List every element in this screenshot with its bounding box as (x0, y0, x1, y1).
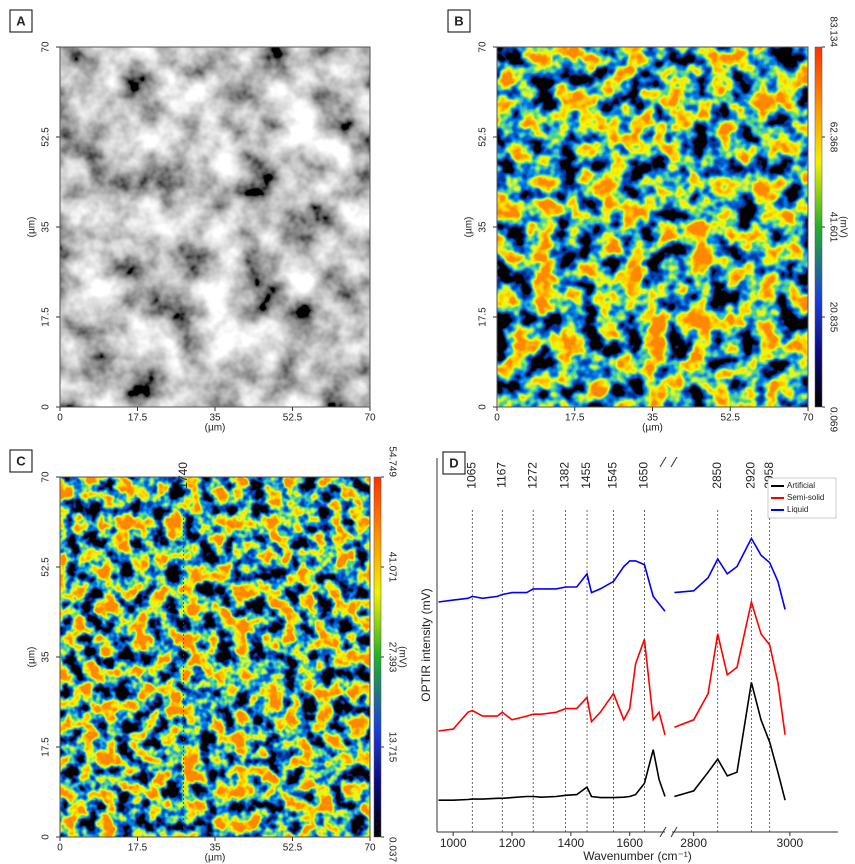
x-tick-label: 17.5 (565, 413, 585, 424)
x-tick-label: 3000 (777, 836, 804, 850)
x-tick-label: 17.5 (128, 843, 148, 854)
y-tick-label: 52.5 (41, 127, 52, 147)
x-tick-label: 1200 (499, 836, 526, 850)
y-tick-label: 35 (41, 651, 52, 663)
x-axis-label: (µm) (205, 853, 226, 864)
peak-label: 1455 (579, 462, 593, 489)
x-tick-label: 0 (57, 843, 63, 854)
panel-letter-box (447, 9, 471, 33)
x-tick-label: 52.5 (283, 843, 303, 854)
peak-label: 1272 (525, 462, 539, 489)
y-tick-label: 70 (41, 471, 52, 483)
x-tick-label: 35 (209, 413, 221, 424)
y-tick-label: 0 (478, 404, 489, 410)
x-axis-label: Wavenumber (cm⁻¹) (583, 849, 692, 863)
peak-label: 1382 (558, 462, 572, 489)
colorbar-tick-label: 27.393 (386, 642, 397, 673)
panel-letter-box (442, 451, 466, 475)
spectrum-line (438, 598, 786, 736)
panel-letter: C (16, 453, 26, 468)
y-tick-label: 0 (41, 404, 52, 410)
colorbar-tick-label: 13.715 (386, 732, 397, 763)
x-tick-label: 70 (364, 843, 376, 854)
x-tick-label: 70 (364, 413, 376, 424)
y-axis-label: OPTIR intensity (mV) (419, 588, 433, 701)
x-tick-label: 1600 (616, 836, 643, 850)
y-tick-label: 70 (41, 41, 52, 53)
colorbar-tick-label: 0.069 (827, 407, 838, 432)
peak-label: 1650 (637, 462, 651, 489)
legend-label: Artificial (787, 481, 815, 490)
y-tick-label: 35 (41, 221, 52, 233)
map-image (497, 47, 808, 407)
peak-label: 2850 (710, 462, 724, 489)
y-axis-label: (µm) (27, 647, 38, 668)
panel-letter: A (16, 13, 26, 28)
x-tick-label: 35 (209, 843, 221, 854)
y-tick-label: 0 (41, 834, 52, 840)
x-tick-label: 0 (57, 413, 63, 424)
colorbar-label: (mV) (837, 216, 848, 238)
x-tick-label: 2800 (680, 836, 707, 850)
colorbar-tick-label: 62.368 (827, 122, 838, 153)
colorbar-tick-label: 41.601 (827, 212, 838, 243)
colorbar-label: (mV) (396, 646, 407, 668)
colorbar-tick-label: 54.749 (386, 446, 397, 477)
colorbar-tick-label: 20.835 (827, 302, 838, 333)
axis-break (670, 456, 678, 468)
x-tick-label: 1400 (558, 836, 585, 850)
panel-letter-box (9, 9, 33, 33)
x-tick-label: 1000 (440, 836, 467, 850)
panel-letter-box (9, 449, 33, 473)
x-tick-label: 17.5 (128, 413, 148, 424)
x-tick-label: 52.5 (721, 413, 741, 424)
colorbar-tick-label: 0.037 (386, 837, 397, 862)
axis-break (659, 826, 667, 838)
x-axis-label: (µm) (642, 423, 663, 434)
peak-label: 2920 (744, 462, 758, 489)
y-tick-label: 17.5 (41, 737, 52, 757)
colorbar (814, 46, 823, 408)
colorbar (373, 476, 382, 838)
spectrum-line (438, 536, 786, 612)
axis-break (659, 456, 667, 468)
x-tick-label: 70 (802, 413, 814, 424)
y-tick-label: 17.5 (41, 307, 52, 327)
y-tick-label: 35 (478, 221, 489, 233)
y-tick-label: 52.5 (41, 557, 52, 577)
colorbar-tick-label: 41.071 (386, 552, 397, 583)
peak-label: 1740 (176, 462, 190, 489)
x-axis-label: (µm) (205, 423, 226, 434)
y-axis-label: (µm) (27, 217, 38, 238)
legend-label: Liquid (787, 505, 808, 514)
x-tick-label: 52.5 (283, 413, 303, 424)
map-image (60, 47, 370, 407)
axis-break (670, 826, 678, 838)
spectrum-line (438, 682, 786, 801)
panel-letter: D (449, 455, 458, 470)
peak-label: 1545 (606, 462, 620, 489)
y-axis-label: (µm) (464, 217, 475, 238)
colorbar-tick-label: 83.134 (827, 16, 838, 47)
x-tick-label: 0 (494, 413, 500, 424)
y-tick-label: 70 (478, 41, 489, 53)
y-tick-label: 17.5 (478, 307, 489, 327)
legend-label: Semi-solid (787, 493, 824, 502)
panel-letter: B (454, 13, 463, 28)
x-tick-label: 35 (647, 413, 659, 424)
peak-label: 1167 (494, 462, 508, 488)
y-tick-label: 52.5 (478, 127, 489, 147)
peak-label: 1065 (464, 462, 478, 489)
map-image (60, 477, 370, 837)
